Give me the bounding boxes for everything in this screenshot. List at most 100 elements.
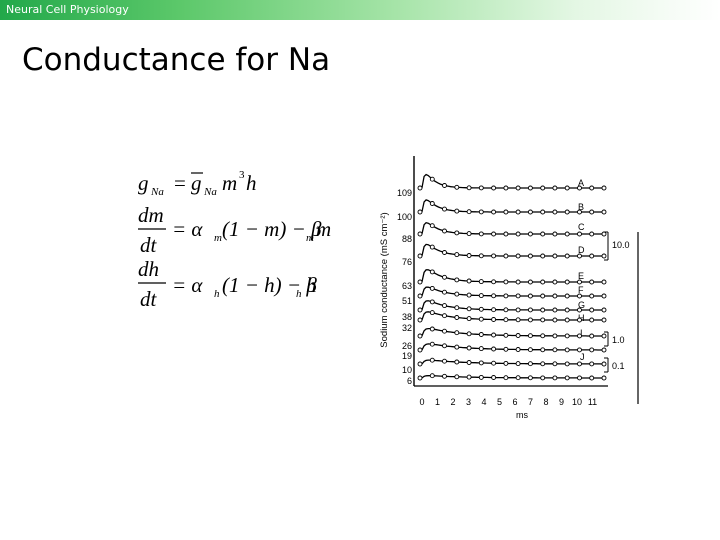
trace-data-point [589,317,595,323]
eq1-sub: Na [150,186,164,198]
eq3-alpha-sub: h [214,288,220,300]
trace-data-point [491,375,497,380]
y-axis-label: Sodium conductance (mS cm⁻²) [379,212,390,347]
step-label: 19 [402,351,412,361]
trace-data-point [417,185,423,191]
eq2-beta-sub: m [306,232,314,244]
eq1-g: g [138,171,149,195]
trace-data-point [527,279,533,285]
trace-data-point [601,253,607,259]
trace-data-point [552,293,558,299]
eq1-equals: = [174,171,186,195]
trace-data-point [442,274,447,280]
trace-data-point [478,332,484,337]
trace-data-point [540,253,546,259]
trace-data-point [442,183,447,188]
trace-data-point [478,374,484,380]
conductance-trace [419,269,604,283]
trace-data-point [564,375,570,381]
trace-data-point [564,361,570,367]
eq1-h: h [246,171,257,195]
trace-data-point [577,209,582,215]
slide-title: Conductance for Na [22,42,331,78]
trace-data-point [540,185,546,191]
trace-data-point [552,231,558,237]
trace-data-point [466,209,472,215]
trace-data-point [589,375,595,381]
eq3-alpha: = α [172,273,203,297]
trace-data-point [577,375,582,381]
trace-data-point [552,209,558,215]
trace-data-point [454,277,460,283]
trace-data-point [478,306,484,312]
trace-data-point [454,359,460,365]
scale-label-01: 0.1 [612,361,625,371]
trace-data-point [515,231,521,237]
scale-bracket-10: 10.0 [604,231,630,261]
trace-data-point [491,279,497,285]
trace-data-point [527,231,533,237]
x-tick-label: 11 [588,397,597,407]
trace-data-point [540,293,546,299]
trace-data-point [589,185,595,191]
trace-data-point [429,310,435,316]
trace-data-point [491,231,497,237]
conductance-trace [419,343,604,351]
trace-data-point [503,317,509,323]
trace-data-point [429,244,435,250]
trace-data-point [417,253,423,259]
trace-data-point [577,253,582,259]
trace-data-point [564,185,570,191]
trace-data-point [466,345,472,351]
trace-data-point [564,293,570,299]
trace-data-point [429,201,435,206]
trace-data-point [589,347,595,353]
scale-label-10: 10.0 [612,240,630,250]
trace-data-point [454,344,460,350]
trace-data-point [503,375,509,381]
x-tick-labels: 0 1 2 3 4 5 6 7 8 9 10 11 [419,397,597,407]
trace-data-point [478,231,484,237]
trace-data-point [466,253,472,258]
trace-data-point [454,291,460,297]
eq1-m: m [222,171,237,195]
x-tick-label: 10 [572,397,582,407]
trace-letter: H [578,313,585,323]
trace-data-point [491,209,497,215]
x-tick-label: 5 [497,397,502,407]
trace-data-point [478,279,484,285]
trace-data-point [466,185,472,191]
trace-data-point [503,253,509,259]
trace-data-point [429,176,435,182]
trace-data-point [454,374,460,380]
trace-data-point [527,185,533,191]
trace-data-point [454,252,460,258]
trace-data-point [429,341,435,347]
trace-data-point [601,361,607,367]
trace-data-point [527,333,533,339]
trace-letter: A [578,178,584,188]
left-step-labels: 109 100 88 76 63 51 38 32 26 19 10 6 [397,188,412,386]
x-tick-label: 1 [435,397,440,407]
trace-letters: A B C D E F G H I J [578,178,585,362]
eq2-num: dm [138,203,164,227]
trace-data-point [466,331,472,337]
eq3-tail: h [306,273,317,297]
trace-data-point [589,209,595,215]
eq2-den: dt [140,233,158,257]
trace-data-point [589,307,595,313]
trace-data-point [540,333,546,339]
trace-data-point [577,307,582,313]
trace-data-point [552,347,558,353]
trace-data-point [564,347,570,353]
trace-data-point [429,285,435,291]
trace-data-point [491,253,497,259]
trace-data-point [429,373,435,379]
trace-data-point [454,208,460,214]
x-tick-label: 2 [450,397,455,407]
trace-letter: E [578,271,584,281]
conductance-trace [419,286,604,297]
step-label: 88 [402,234,412,244]
trace-data-point [503,209,509,215]
conductance-trace [419,243,604,257]
